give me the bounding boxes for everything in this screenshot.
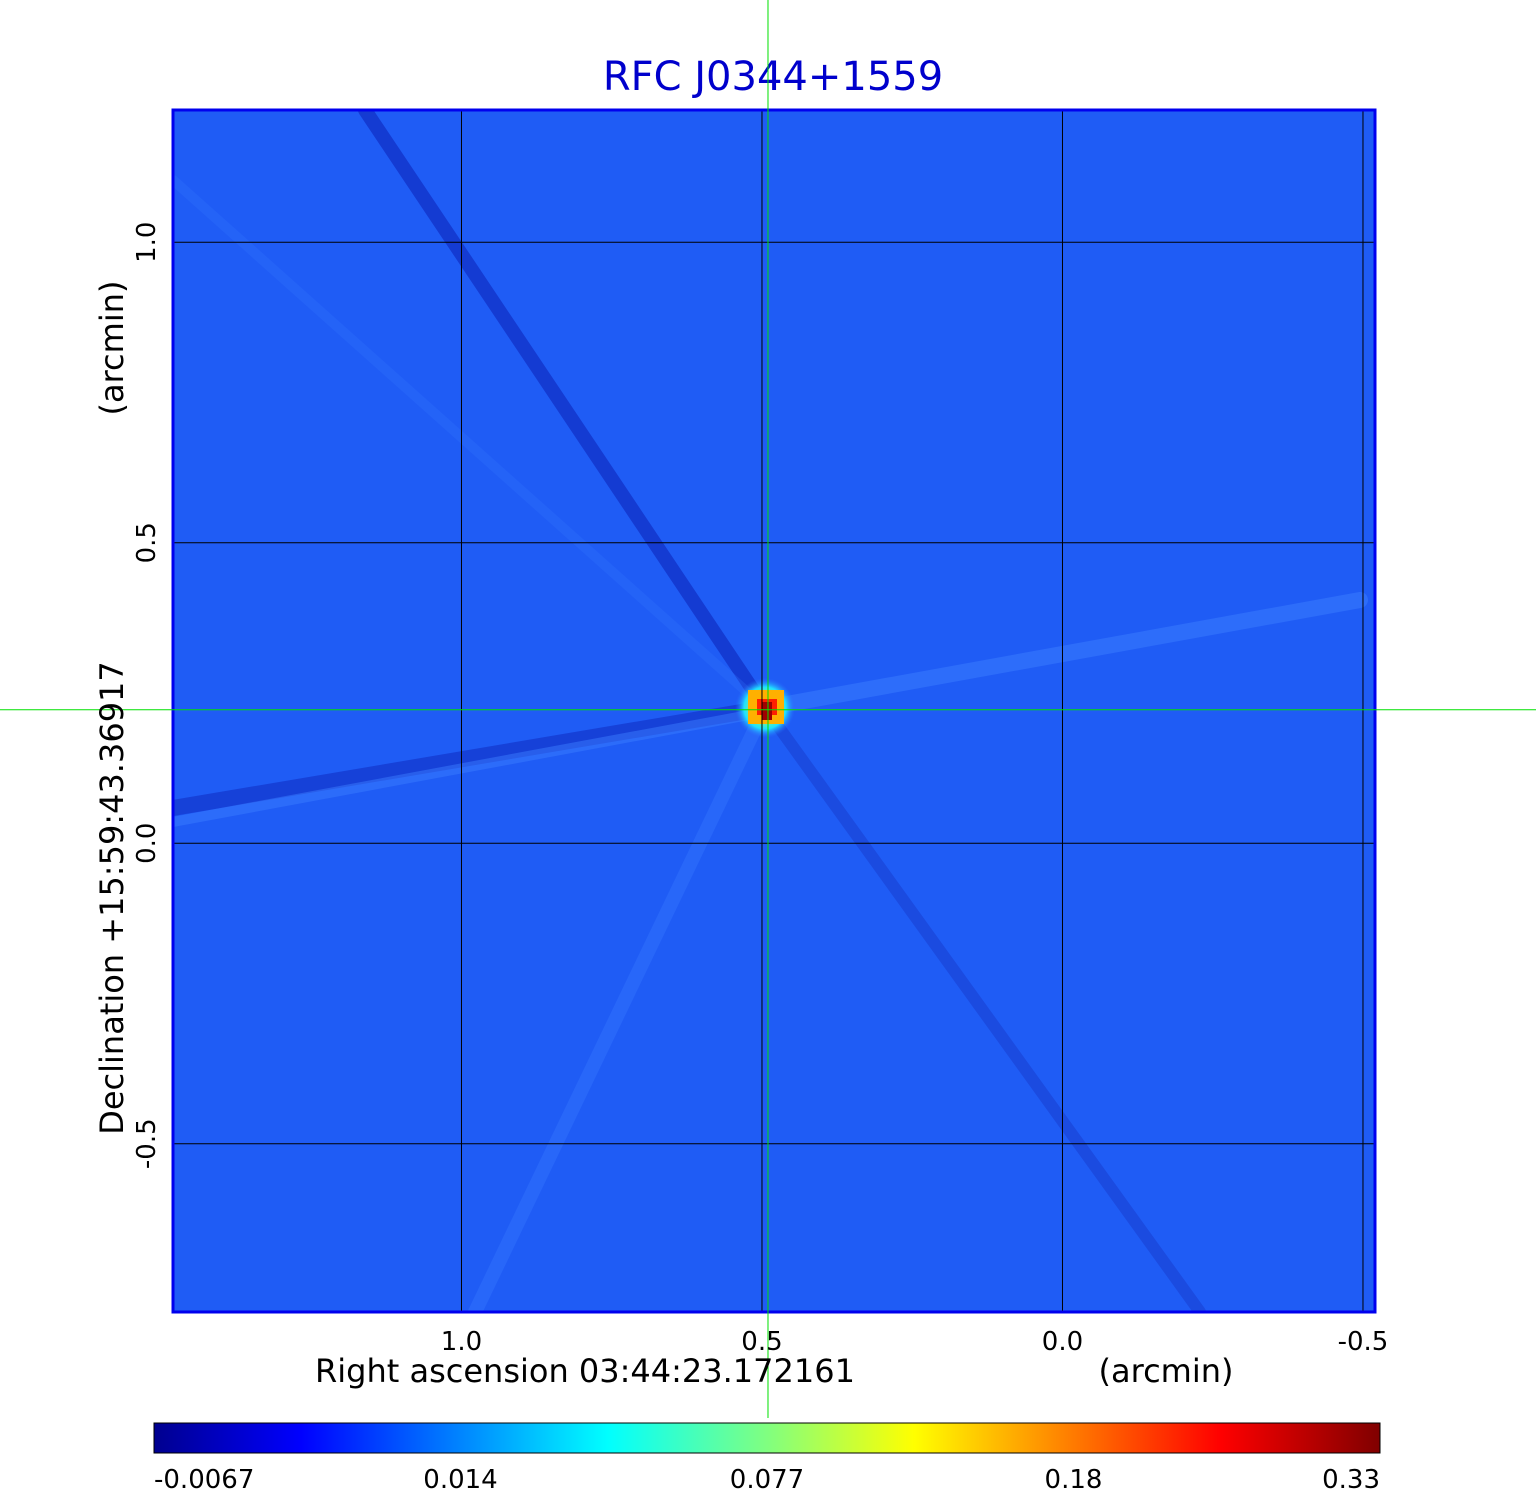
x-tick-labels: 1.0 0.5 0.0 -0.5	[441, 1327, 1389, 1357]
x-tick-label: -0.5	[1338, 1327, 1389, 1357]
colorbar-tick-label: 0.077	[730, 1465, 804, 1495]
map-image	[173, 110, 1375, 1312]
y-tick-label: 1.0	[132, 222, 162, 263]
streak-light-sw	[468, 701, 772, 1312]
sidelobe-streaks	[173, 110, 1368, 1312]
x-tick-label: 1.0	[441, 1327, 482, 1357]
colorbar-tick-label: 0.18	[1045, 1465, 1103, 1495]
colorbar-tick-label: 0.33	[1322, 1465, 1380, 1495]
grid-lines	[173, 110, 1375, 1312]
x-tick-label: 0.0	[1042, 1327, 1083, 1357]
streak-light-w	[173, 707, 770, 827]
colorbar	[153, 1422, 1381, 1454]
streak-dark-se	[759, 702, 1206, 1312]
y-tick-label: 0.0	[132, 823, 162, 864]
streak-dark-nw	[358, 110, 772, 715]
x-axis-unit: (arcmin)	[1099, 1352, 1234, 1390]
x-tick-label: 0.5	[741, 1327, 782, 1357]
colorbar-tick-labels: -0.0067 0.014 0.077 0.18 0.33	[154, 1465, 1380, 1495]
y-axis-unit: (arcmin)	[93, 281, 131, 416]
streak-dark-w	[173, 700, 773, 816]
x-axis-label: Right ascension 03:44:23.172161	[315, 1352, 855, 1390]
y-tick-label: 0.5	[132, 522, 162, 563]
chart-title: RFC J0344+1559	[603, 54, 943, 100]
plot-frame	[171, 108, 1377, 1314]
colorbar-tick-label: 0.014	[423, 1465, 497, 1495]
streak-light-nw	[173, 175, 770, 713]
y-axis-label: Declination +15:59:43.36917	[93, 661, 131, 1135]
y-tick-labels: 1.0 0.5 0.0 -0.5	[132, 222, 162, 1170]
y-tick-label: -0.5	[132, 1118, 162, 1169]
colorbar-tick-label: -0.0067	[154, 1465, 254, 1495]
peak-core-2	[762, 702, 772, 720]
source-peak	[735, 678, 795, 738]
